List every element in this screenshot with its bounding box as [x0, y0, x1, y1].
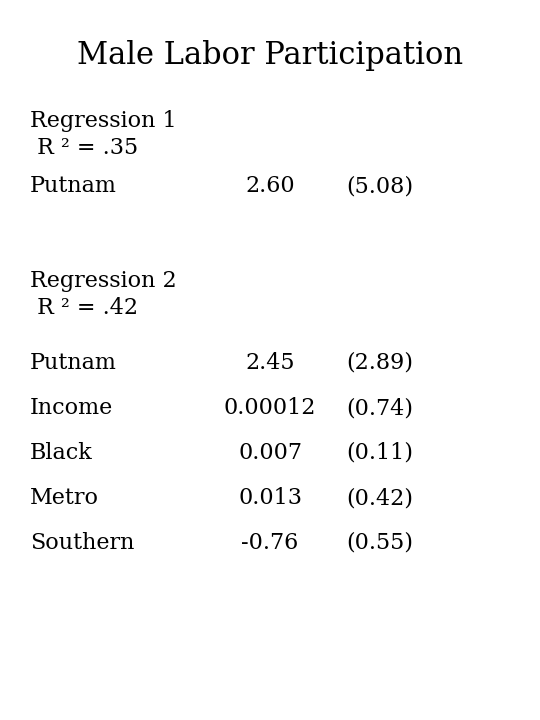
Text: Metro: Metro — [30, 487, 99, 509]
Text: Southern: Southern — [30, 532, 134, 554]
Text: (0.74): (0.74) — [347, 397, 414, 419]
Text: 2.45: 2.45 — [245, 352, 295, 374]
Text: (5.08): (5.08) — [347, 175, 414, 197]
Text: Regression 2: Regression 2 — [30, 270, 177, 292]
Text: R ² = .35: R ² = .35 — [30, 137, 138, 159]
Text: Regression 1: Regression 1 — [30, 110, 177, 132]
Text: 0.013: 0.013 — [238, 487, 302, 509]
Text: R ² = .42: R ² = .42 — [30, 297, 138, 319]
Text: (0.55): (0.55) — [347, 532, 414, 554]
Text: 2.60: 2.60 — [245, 175, 295, 197]
Text: -0.76: -0.76 — [241, 532, 299, 554]
Text: Putnam: Putnam — [30, 175, 117, 197]
Text: 0.00012: 0.00012 — [224, 397, 316, 419]
Text: (0.42): (0.42) — [347, 487, 414, 509]
Text: (2.89): (2.89) — [347, 352, 414, 374]
Text: Black: Black — [30, 442, 93, 464]
Text: Putnam: Putnam — [30, 352, 117, 374]
Text: (0.11): (0.11) — [347, 442, 414, 464]
Text: 0.007: 0.007 — [238, 442, 302, 464]
Text: Income: Income — [30, 397, 113, 419]
Text: Male Labor Participation: Male Labor Participation — [77, 40, 463, 71]
